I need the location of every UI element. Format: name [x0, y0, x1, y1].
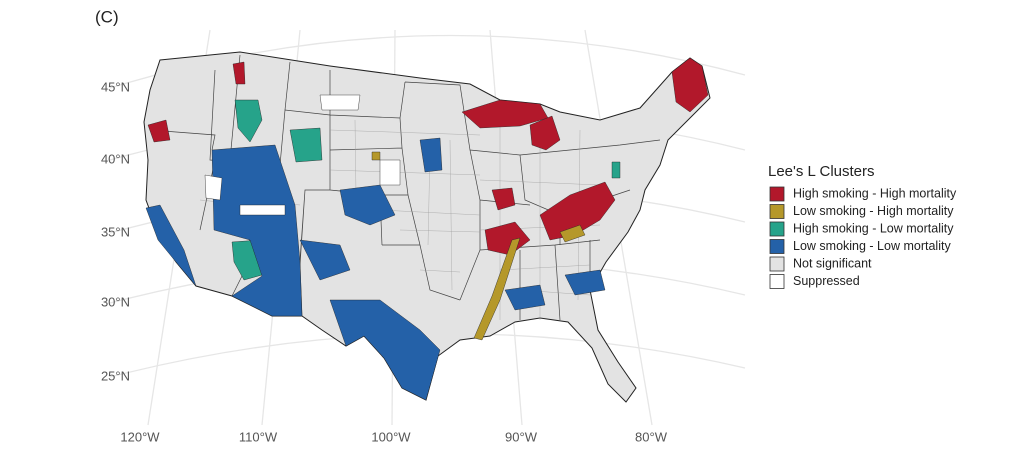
- legend-label: Low smoking - High mortality: [793, 204, 954, 218]
- cluster-region: [371, 151, 381, 161]
- legend-swatch: [769, 256, 785, 272]
- legend: Lee's L Clusters High smoking - High mor…: [768, 163, 957, 289]
- legend-label: High smoking - Low mortality: [793, 221, 954, 235]
- cluster-region: [529, 115, 561, 151]
- legend-label: High smoking - High mortality: [793, 186, 957, 200]
- cluster-region: [211, 144, 303, 317]
- cluster-region: [504, 284, 546, 311]
- legend-label: Not significant: [793, 256, 872, 270]
- longitude-label: 80°W: [635, 429, 668, 444]
- latitude-label: 45°N: [101, 79, 130, 94]
- cluster-region: [419, 137, 443, 173]
- latitude-label: 25°N: [101, 368, 130, 383]
- legend-swatch: [769, 204, 785, 219]
- latitude-label: 40°N: [101, 151, 130, 166]
- cluster-region: [329, 299, 441, 401]
- cluster-region: [379, 159, 401, 186]
- cluster-region: [232, 61, 246, 85]
- panel-label: (C): [95, 7, 119, 26]
- cluster-region: [484, 221, 531, 256]
- legend-title: Lee's L Clusters: [768, 163, 875, 180]
- map: [143, 51, 711, 403]
- legend-swatch: [769, 221, 785, 237]
- cluster-region: [473, 237, 521, 341]
- cluster-region: [239, 204, 286, 216]
- cluster-region: [145, 204, 197, 287]
- longitude-label: 110°W: [239, 429, 278, 444]
- cluster-region: [234, 99, 263, 143]
- latitude-labels: 45°N 40°N 35°N 30°N 25°N: [101, 79, 130, 383]
- latitude-label: 30°N: [101, 294, 130, 309]
- cluster-region: [611, 161, 621, 179]
- legend-label: Low smoking - Low mortality: [793, 239, 951, 253]
- legend-swatch: [769, 274, 785, 289]
- cluster-region: [564, 269, 606, 296]
- cluster-region: [671, 57, 709, 113]
- legend-label: Suppressed: [793, 274, 860, 288]
- longitude-label: 120°W: [120, 429, 160, 444]
- legend-swatch: [769, 239, 785, 254]
- cluster-region: [319, 94, 361, 111]
- cluster-region: [289, 127, 323, 163]
- longitude-label: 100°W: [371, 429, 411, 444]
- cluster-region: [491, 187, 516, 211]
- cluster-region: [204, 174, 223, 201]
- cluster-region: [147, 119, 171, 143]
- clusters: [145, 57, 709, 401]
- longitude-labels: 120°W 110°W 100°W 90°W 80°W: [120, 429, 667, 444]
- cluster-region: [339, 184, 396, 226]
- cluster-region: [299, 239, 351, 281]
- legend-swatch: [769, 186, 785, 202]
- cluster-region: [559, 224, 586, 243]
- cluster-region: [539, 181, 616, 241]
- latitude-label: 35°N: [101, 224, 130, 239]
- longitude-label: 90°W: [505, 429, 538, 444]
